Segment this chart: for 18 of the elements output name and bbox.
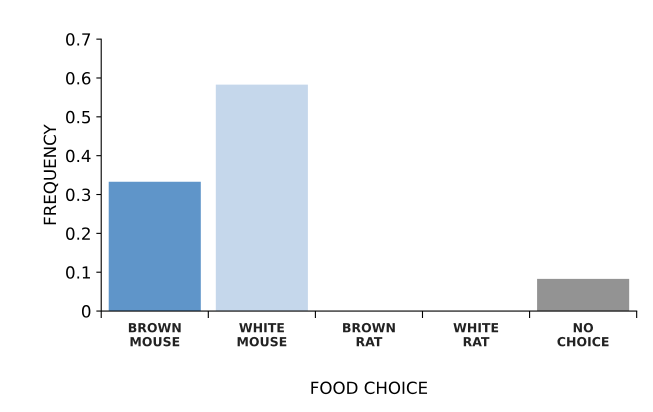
x-tick-label: WHITE RAT [453,323,498,346]
bar [537,278,630,312]
y-tick-label: 0 [82,305,90,318]
x-axis-title: FOOD CHOICE [311,381,428,394]
y-tick-label: 0.5 [66,110,90,124]
y-tick-label: 0.7 [66,33,90,46]
y-tick-label: 0.4 [66,150,91,162]
bar [108,182,201,312]
y-tick-label: 0.3 [66,188,90,202]
y-tick-label: 0.6 [66,72,90,85]
y-tick-label: 0.2 [66,227,90,240]
x-tick-label: NO CHOICE [557,322,609,346]
x-tick-label: BROWN RAT [343,322,395,346]
x-tick-label: BROWN MOUSE [128,322,181,346]
x-tick-label: WHITE MOUSE [238,323,286,346]
y-axis-title: FREQUENCY [44,124,58,224]
y-tick-label: 0.1 [66,266,90,279]
bar [216,84,308,312]
